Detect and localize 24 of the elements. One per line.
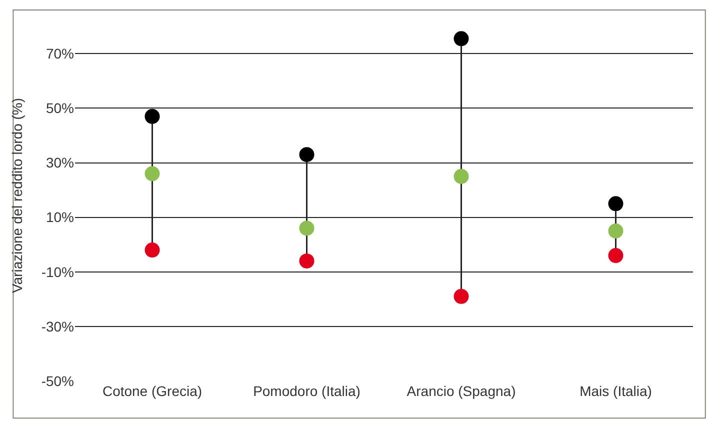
x-tick-label: Arancio (Spagna) bbox=[406, 383, 516, 399]
point bbox=[144, 108, 160, 124]
point bbox=[299, 147, 314, 162]
point bbox=[299, 253, 314, 268]
point bbox=[454, 288, 469, 304]
y-tick-label: -50% bbox=[41, 372, 74, 389]
point bbox=[454, 168, 469, 184]
x-tick-label: Pomodoro (Italia) bbox=[253, 383, 360, 399]
point bbox=[299, 220, 314, 236]
y-axis-title: Variazione del reddito lordo (%) bbox=[8, 98, 25, 294]
y-tick-label: -30% bbox=[41, 318, 74, 334]
x-tick-label: Cotone (Grecia) bbox=[102, 383, 202, 399]
x-tick-label: Mais (Italia) bbox=[580, 383, 652, 399]
point bbox=[608, 248, 624, 264]
y-tick-label: 70% bbox=[46, 46, 74, 62]
point bbox=[608, 223, 624, 238]
y-tick-label: -10% bbox=[41, 264, 74, 280]
point bbox=[144, 242, 160, 258]
point bbox=[608, 196, 624, 212]
point bbox=[144, 166, 160, 182]
y-tick-label: 30% bbox=[46, 154, 74, 171]
y-tick-label: 50% bbox=[46, 100, 74, 116]
y-tick-label: 10% bbox=[46, 209, 74, 226]
point bbox=[454, 31, 469, 46]
